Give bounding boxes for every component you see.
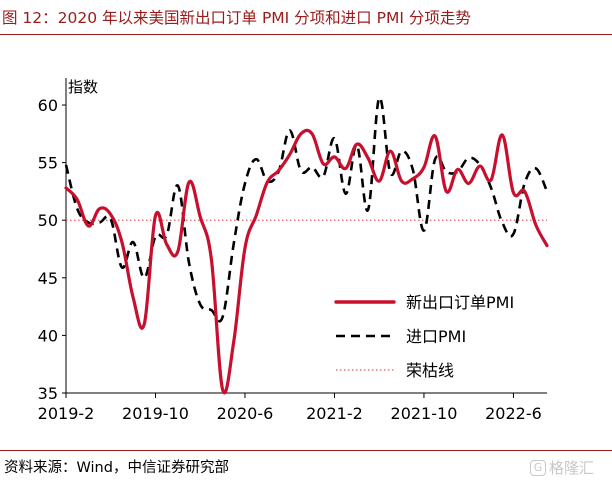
legend-reference-label: 荣枯线 [406, 361, 454, 380]
watermark-logo-icon: G [530, 459, 546, 476]
pmi-line-chart: 35 40 45 50 55 60 指数 2019-2 2019-10 2020-6 2021-2 2… [38, 78, 549, 423]
legend-export-label: 新出口订单PMI [406, 293, 514, 312]
x-tick-label: 2022-6 [485, 404, 542, 423]
x-tick-label: 2019-2 [38, 404, 95, 423]
x-tick-label: 2019-10 [122, 404, 189, 423]
y-tick-label: 50 [38, 211, 58, 230]
y-tick-label: 60 [38, 96, 58, 115]
y-tick-label: 45 [38, 269, 58, 288]
y-tick-label: 35 [38, 384, 58, 403]
x-tick-label: 2020-6 [217, 404, 274, 423]
chart-plot-area [64, 96, 549, 395]
figure-title: 图 12：2020 年以来美国新出口订单 PMI 分项和进口 PMI 分项走势 [2, 9, 471, 27]
y-tick-label: 40 [38, 326, 58, 345]
y-axis-label: 指数 [68, 78, 98, 96]
legend-import-label: 进口PMI [406, 327, 466, 346]
title-divider [0, 34, 612, 35]
x-tick-label: 2021-2 [306, 404, 363, 423]
chart-legend: 新出口订单PMI 进口PMI 荣枯线 [334, 293, 514, 380]
watermark: G 格隆汇 [530, 457, 594, 478]
series-line-export-pmi [64, 128, 549, 395]
source-note: 资料来源：Wind，中信证券研究部 [4, 460, 229, 476]
watermark-text: 格隆汇 [549, 459, 595, 477]
y-tick-label: 55 [38, 154, 58, 173]
chart-axes: 35 40 45 50 55 60 指数 2019-2 2019-10 2020-6 2021-2 2… [38, 78, 547, 423]
source-divider [0, 450, 612, 451]
x-tick-label: 2021-10 [391, 404, 458, 423]
series-line-import-pmi [64, 96, 549, 323]
